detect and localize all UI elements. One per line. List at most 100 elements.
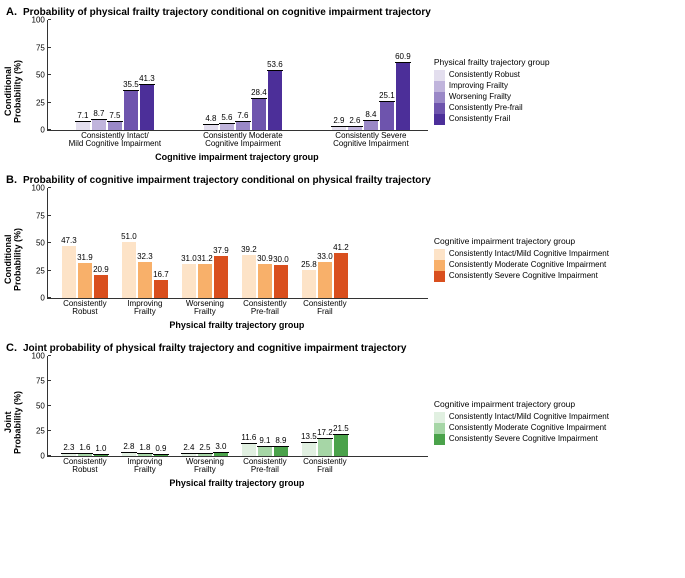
bar: 41.2 [334,253,348,298]
legend-label: Consistently Severe Cognitive Impairment [449,271,598,281]
panel-letter: C. [6,342,17,354]
y-axis-label: Joint Probability (%) [2,356,25,488]
bar-value-label: 2.5 [197,443,213,454]
bar-value-label: 1.6 [77,443,93,454]
y-axis: 0255075100 [25,188,47,298]
x-axis-label: Physical frailty trajectory group [47,320,427,330]
bar-value-label: 30.9 [257,254,273,264]
y-tick: 0 [40,126,44,135]
legend-label: Consistently Intact/Mild Cognitive Impai… [449,249,609,259]
plot-column: 47.331.920.9 Consistently Robust 51.032.31… [47,188,428,330]
bar-value-label: 31.2 [197,254,213,264]
legend-label: Consistently Moderate Cognitive Impairme… [449,423,606,433]
bar-value-label: 37.9 [213,246,229,256]
x-category-label: Consistently Pre-frail [232,298,298,317]
panel-title: Probability of cognitive impairment traj… [23,175,431,186]
bar-value-label: 31.0 [181,254,197,264]
bar: 35.5 [124,91,138,130]
legend-item: Consistently Pre-frail [434,103,664,114]
bar-value-label: 16.7 [153,270,169,280]
legend-item: Consistently Severe Cognitive Impairment [434,271,664,282]
legend-item: Consistently Robust [434,70,664,81]
bar: 31.9 [78,263,92,298]
bar: 41.3 [140,85,154,130]
bar-value-label: 2.9 [331,116,347,127]
y-axis: 0255075100 [25,356,47,456]
plot-column: 2.31.61.0Consistently Robust2.81.80.9Imp… [47,356,428,488]
legend-label: Worsening Frailty [449,92,511,102]
panel-letter: A. [6,6,17,18]
legend: Physical frailty trajectory group Consist… [428,20,664,162]
legend-swatch [434,434,445,445]
panel-body: Conditional Probability (%)02550751007.1… [2,20,683,162]
bar-value-label: 5.6 [219,113,235,124]
bar: 51.0 [122,242,136,298]
bar-value-label: 9.1 [257,436,273,447]
legend-swatch [434,412,445,423]
legend-label: Improving Frailty [449,81,508,91]
bar: 11.6 [242,444,256,456]
bar-value-label: 39.2 [241,245,257,255]
x-category-label: Consistently Frail [292,298,358,317]
bar-value-label: 1.8 [137,443,153,454]
x-category-label: Consistently Robust [52,298,118,317]
bar-value-label: 21.5 [333,424,349,435]
legend-item: Consistently Intact/Mild Cognitive Impai… [434,412,664,423]
bar: 7.1 [76,122,90,130]
x-category-label: Consistently Intact/ Mild Cognitive Impa… [66,130,164,149]
y-tick: 75 [36,377,45,386]
x-category-label: Consistently Frail [292,456,358,475]
bar-value-label: 33.0 [317,252,333,262]
legend-item: Consistently Severe Cognitive Impairment [434,434,664,445]
legend-item: Consistently Moderate Cognitive Impairme… [434,260,664,271]
bar-value-label: 60.9 [395,52,411,63]
panel-C: C.Joint probability of physical frailty … [2,342,683,498]
panel-body: Conditional Probability (%)025507510047.… [2,188,683,330]
bar-value-label: 41.2 [333,243,349,253]
bar: 28.4 [252,99,266,130]
legend: Cognitive impairment trajectory groupCon… [428,188,664,330]
legend-swatch [434,271,445,282]
legend-label: Consistently Moderate Cognitive Impairme… [449,260,606,270]
bar-value-label: 8.9 [273,436,289,447]
legend-label: Consistently Intact/Mild Cognitive Impai… [449,412,609,422]
legend-swatch [434,114,445,125]
panel-spacer [2,162,683,172]
legend-title: Physical frailty trajectory group [434,57,664,68]
bar: 47.3 [62,246,76,298]
plot-area: 2.31.61.0Consistently Robust2.81.80.9Imp… [47,356,428,457]
legend-swatch [434,423,445,434]
bar-value-label: 8.7 [91,109,107,120]
y-tick: 25 [36,266,45,275]
y-tick: 75 [36,43,45,52]
x-category-label: Improving Frailty [112,456,178,475]
bar: 33.0 [318,262,332,298]
plot-area: 7.18.77.535.541.3Consistently Intact/ Mi… [47,20,428,131]
bar-value-label: 51.0 [121,232,137,242]
y-tick: 100 [32,352,45,361]
bar: 53.6 [268,71,282,130]
bar: 39.2 [242,255,256,298]
panel-B: B.Probability of cognitive impairment tr… [2,174,683,340]
plot-column: 7.18.77.535.541.3Consistently Intact/ Mi… [47,20,428,162]
bar: 13.5 [302,443,316,457]
legend: Cognitive impairment trajectory groupCon… [428,356,664,488]
bar-value-label: 1.0 [93,444,109,455]
bar-value-label: 7.6 [235,111,251,122]
y-tick: 0 [40,294,44,303]
y-axis: 0255075100 [25,20,47,130]
panel-body: Joint Probability (%)02550751002.31.61.0… [2,356,683,488]
panel-spacer [2,488,683,498]
bar-value-label: 13.5 [301,432,317,443]
x-axis-label: Cognitive impairment trajectory group [47,152,427,162]
bar-value-label: 32.3 [137,252,153,262]
legend-swatch [434,92,445,103]
bar-value-label: 30.0 [273,255,289,265]
bar-value-label: 31.9 [77,253,93,263]
legend-label: Consistently Robust [449,70,520,80]
bar-value-label: 20.9 [93,265,109,275]
panel-A: A.Probability of physical frailty trajec… [2,6,683,172]
panel-title-row: C.Joint probability of physical frailty … [6,342,683,354]
bar-value-label: 2.3 [61,443,77,454]
bar: 17.2 [318,439,332,456]
